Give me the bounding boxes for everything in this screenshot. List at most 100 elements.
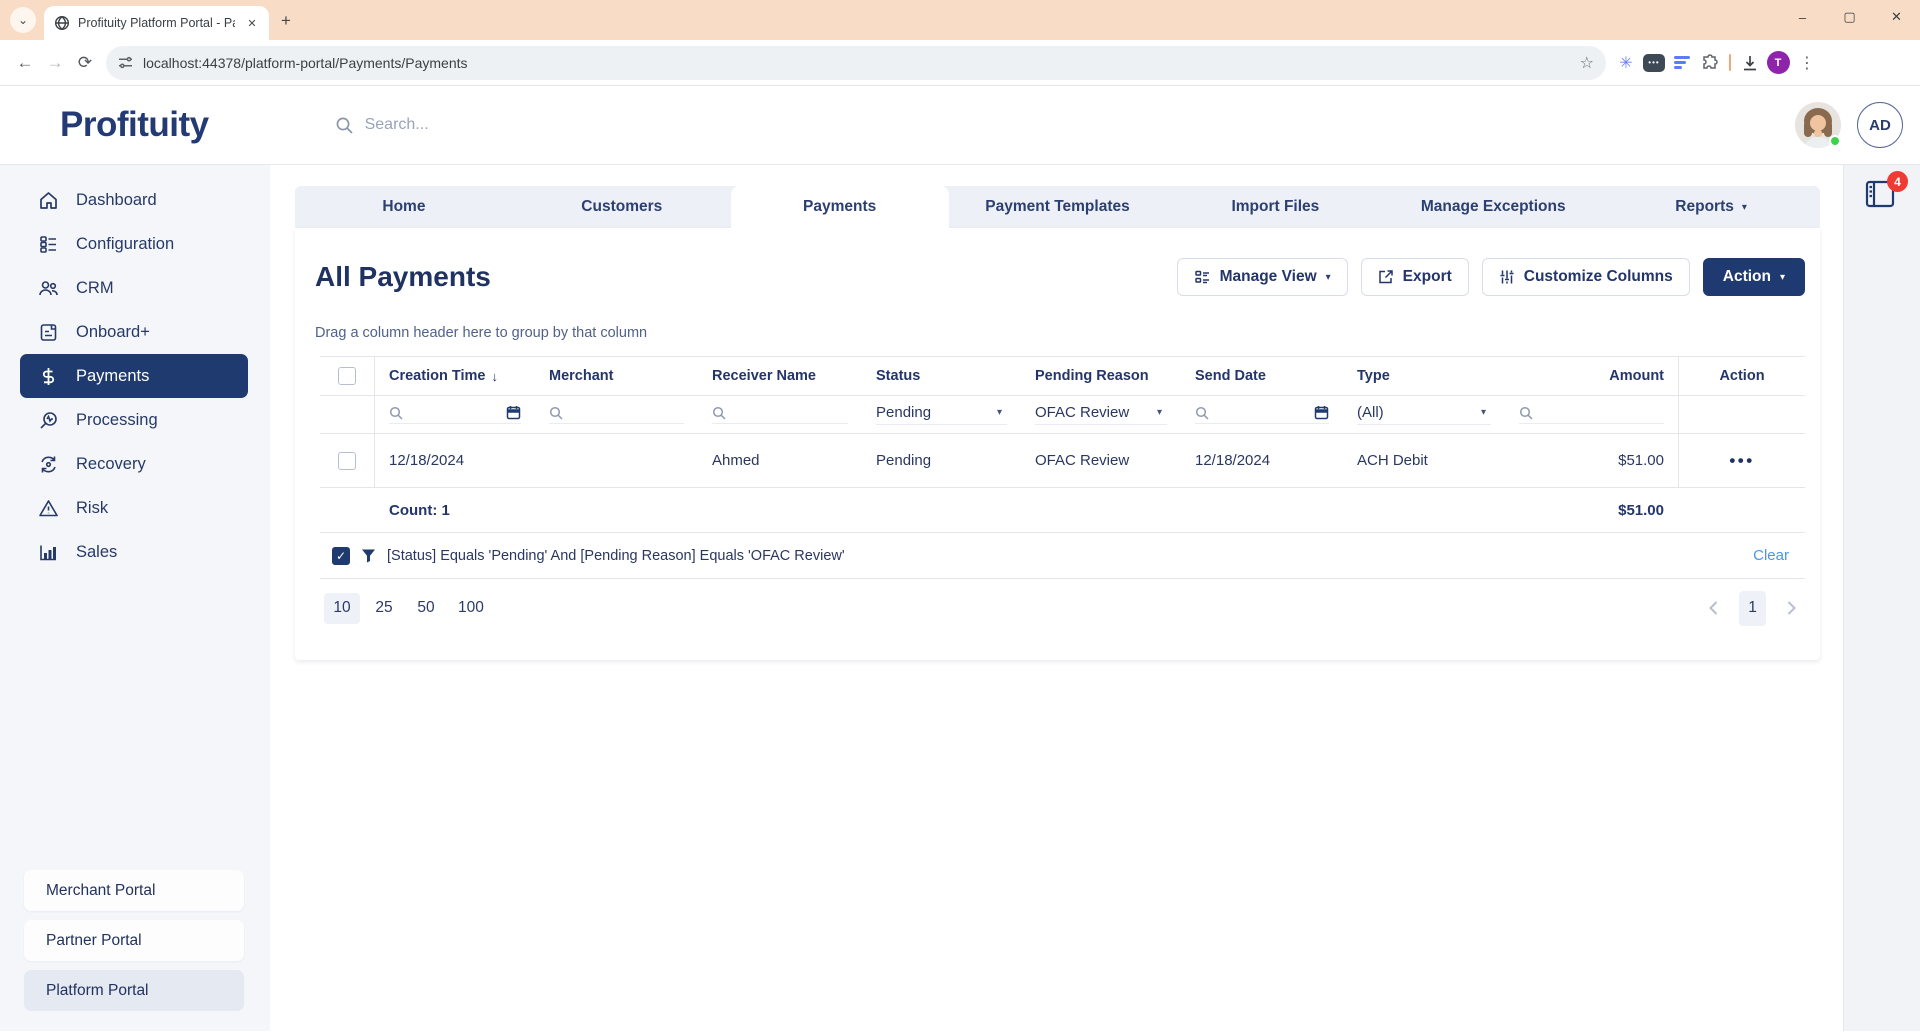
summary-count: Count: 1 <box>389 501 450 519</box>
reload-icon[interactable]: ⟳ <box>77 52 93 72</box>
sidebar-item-configuration[interactable]: Configuration <box>0 222 270 266</box>
button-label: Manage View <box>1219 268 1317 285</box>
notifications-panel-button[interactable]: 4 <box>1864 171 1908 212</box>
column-header-status[interactable]: Status <box>876 368 921 384</box>
select-all-checkbox[interactable] <box>338 367 356 385</box>
window-minimize-button[interactable]: – <box>1798 9 1807 25</box>
tab-payment-templates[interactable]: Payment Templates <box>985 198 1130 215</box>
page-size-25[interactable]: 25 <box>375 599 393 616</box>
calendar-icon[interactable] <box>1314 405 1329 420</box>
window-maximize-button[interactable]: ▢ <box>1843 9 1856 24</box>
calendar-icon[interactable] <box>506 405 521 420</box>
extensions-puzzle-icon[interactable] <box>1696 49 1724 77</box>
extension-spark-icon[interactable]: ✳ <box>1619 54 1633 72</box>
account-initials-badge[interactable]: AD <box>1857 102 1903 148</box>
site-settings-icon[interactable] <box>118 55 133 70</box>
sidebar-item-risk[interactable]: Risk <box>0 486 270 530</box>
sidebar-item-dashboard[interactable]: Dashboard <box>0 178 270 222</box>
page-size-100[interactable]: 100 <box>458 599 484 616</box>
column-header-type[interactable]: Type <box>1357 368 1390 384</box>
partner-portal-button[interactable]: Partner Portal <box>24 920 244 961</box>
tab-search-button[interactable]: ⌄ <box>10 7 36 33</box>
back-icon[interactable]: ← <box>16 52 34 72</box>
sidebar-item-onboard[interactable]: Onboard+ <box>0 310 270 354</box>
column-header-pending-reason[interactable]: Pending Reason <box>1035 368 1149 384</box>
sidebar-item-payments[interactable]: Payments <box>20 354 248 398</box>
sidebar-item-recovery[interactable]: Recovery <box>0 442 270 486</box>
customize-columns-button[interactable]: Customize Columns <box>1481 258 1690 296</box>
column-header-amount[interactable]: Amount <box>1609 368 1664 384</box>
forward-icon[interactable]: → <box>46 52 64 72</box>
column-label: Creation Time <box>389 368 486 384</box>
browser-profile-avatar[interactable]: T <box>1764 49 1792 77</box>
filter-amount[interactable] <box>1505 396 1678 433</box>
tab-label: Reports <box>1675 198 1734 215</box>
filter-type[interactable]: (All) ▾ <box>1343 396 1505 433</box>
row-checkbox[interactable] <box>338 451 356 470</box>
chevron-down-icon[interactable]: ▾ <box>1480 407 1486 418</box>
filter-receiver-name[interactable] <box>698 396 862 433</box>
merchant-portal-button[interactable]: Merchant Portal <box>24 870 244 911</box>
pager: 10 25 50 100 1 <box>320 579 1805 637</box>
table-row[interactable]: 12/18/2024 Ahmed Pending OFAC Review 12/… <box>320 434 1805 488</box>
notification-count-badge: 4 <box>1887 171 1908 192</box>
sidebar-item-crm[interactable]: CRM <box>0 266 270 310</box>
sidebar: Dashboard Configuration CRM Onboard+ Pay… <box>0 165 270 1031</box>
global-search[interactable] <box>335 116 685 135</box>
clear-filter-link[interactable]: Clear <box>1753 547 1789 564</box>
online-status-dot <box>1829 135 1841 147</box>
platform-portal-button[interactable]: Platform Portal <box>24 970 244 1011</box>
export-button[interactable]: Export <box>1360 258 1469 296</box>
chevron-down-icon[interactable]: ▾ <box>996 407 1002 418</box>
filter-send-date[interactable] <box>1181 396 1343 433</box>
export-icon <box>1378 270 1393 284</box>
page-size-10[interactable]: 10 <box>324 592 360 624</box>
tab-home[interactable]: Home <box>382 198 426 215</box>
prev-page-icon[interactable] <box>1704 598 1724 618</box>
portal-label: Merchant Portal <box>46 881 156 899</box>
browser-tab[interactable]: Profituity Platform Portal - Payments ✕ <box>44 6 269 40</box>
tab-payments[interactable]: Payments <box>730 186 949 228</box>
window-close-button[interactable]: ✕ <box>1891 9 1902 24</box>
filter-creation-time[interactable] <box>375 396 535 433</box>
address-bar[interactable]: localhost:44378/platform-portal/Payments… <box>106 45 1606 80</box>
column-header-creation-time[interactable]: Creation Time ↓ <box>375 357 535 395</box>
filter-enabled-checkbox[interactable]: ✓ <box>332 546 350 565</box>
sidebar-item-processing[interactable]: Processing <box>0 398 270 442</box>
bookmark-star-icon[interactable]: ☆ <box>1579 54 1594 72</box>
grid-filter-row: Pending ▾ OFAC Review ▾ (All) ▾ <box>320 396 1805 434</box>
filter-action-cell <box>1678 396 1805 433</box>
tab-manage-exceptions[interactable]: Manage Exceptions <box>1420 198 1566 215</box>
tab-import-files[interactable]: Import Files <box>1231 198 1320 215</box>
column-header-merchant[interactable]: Merchant <box>549 368 614 384</box>
page-size-50[interactable]: 50 <box>417 599 435 616</box>
tab-customers[interactable]: Customers <box>581 198 663 215</box>
sidebar-item-label: Configuration <box>76 234 175 253</box>
extension-chat-icon[interactable]: ••• <box>1640 49 1668 77</box>
filter-status[interactable]: Pending ▾ <box>862 396 1021 433</box>
tab-close-icon[interactable]: ✕ <box>247 17 257 30</box>
column-header-action: Action <box>1678 357 1805 395</box>
chevron-down-icon[interactable]: ▾ <box>1156 407 1162 418</box>
filter-expression-text[interactable]: [Status] Equals 'Pending' And [Pending R… <box>387 547 845 564</box>
manage-view-button[interactable]: Manage View ▾ <box>1176 258 1348 296</box>
grid-summary-row: Count: 1 $51.00 <box>320 488 1805 533</box>
action-button[interactable]: Action ▾ <box>1702 258 1805 296</box>
tab-reports[interactable]: Reports ▾ <box>1602 186 1820 228</box>
cell-merchant <box>535 434 698 487</box>
next-page-icon[interactable] <box>1781 598 1801 618</box>
downloads-icon[interactable] <box>1736 49 1764 77</box>
search-input[interactable] <box>364 116 685 134</box>
sidebar-item-sales[interactable]: Sales <box>0 530 270 574</box>
current-page[interactable]: 1 <box>1739 590 1766 626</box>
column-header-receiver-name[interactable]: Receiver Name <box>712 368 816 384</box>
window-controls: – ▢ ✕ <box>1779 0 1920 34</box>
row-menu-icon[interactable]: ••• <box>1729 450 1755 470</box>
filter-merchant[interactable] <box>535 396 698 433</box>
filter-pending-reason[interactable]: OFAC Review ▾ <box>1021 396 1181 433</box>
user-avatar[interactable] <box>1795 102 1841 148</box>
column-header-send-date[interactable]: Send Date <box>1195 368 1266 384</box>
browser-menu-icon[interactable]: ⋮ <box>1799 54 1815 72</box>
extension-filter-icon[interactable] <box>1668 49 1696 77</box>
new-tab-button[interactable]: + <box>281 11 291 30</box>
